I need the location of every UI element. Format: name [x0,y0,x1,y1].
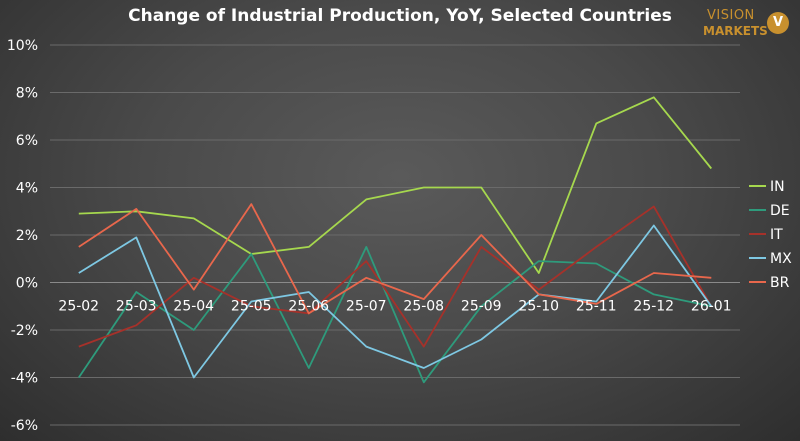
series-line-it [78,205,713,348]
brand-name-line1: VISION [707,8,755,23]
y-axis: 10% 8% 6% 4% 2% 0% -2% -4% -6% [7,38,38,434]
series-line-mx [78,224,713,379]
y-tick-label: 2% [16,228,38,244]
x-tick-label: 25-06 [288,299,329,315]
legend-label: DE [770,203,790,219]
legend-item-mx: MX [749,251,792,267]
legend-label: IT [770,227,783,243]
y-tick-label: 0% [16,276,38,292]
x-tick-label: 25-09 [461,299,502,315]
x-tick-label: 25-04 [173,299,214,315]
y-tick-label: 6% [16,133,38,149]
x-tick-label: 25-10 [518,299,559,315]
x-tick-label: 25-12 [633,299,674,315]
grid-layer [50,44,740,426]
legend-label: MX [770,251,792,267]
brand-badge-icon: V [767,12,789,34]
x-tick-label: 25-02 [58,299,99,315]
legend-label: IN [770,179,785,195]
x-tick-label: 25-03 [116,299,157,315]
y-tick-label: 10% [7,38,38,54]
x-tick-label: 25-11 [576,299,617,315]
y-tick-label: -4% [11,371,38,387]
brand-logo: VISION MARKETS V [703,6,795,40]
legend-item-it: IT [749,227,783,243]
y-tick-label: -6% [11,418,38,434]
series-layer [78,96,713,384]
y-tick-label: -2% [11,323,38,339]
brand-name-line2: MARKETS [703,24,768,38]
chart-title: Change of Industrial Production, YoY, Se… [128,6,672,26]
x-axis: 25-02 25-03 25-04 25-05 25-06 25-07 25-08 25-09… [58,299,731,315]
x-tick-label: 25-07 [346,299,387,315]
legend-item-in: IN [749,179,785,195]
x-tick-label: 25-05 [231,299,272,315]
series-line-br [78,203,712,315]
legend-item-br: BR [749,275,790,291]
series-line-de [78,245,712,384]
y-tick-label: 8% [16,86,38,102]
y-tick-label: 4% [16,181,38,197]
x-tick-label: 26-01 [691,299,732,315]
series-line-in [78,96,713,274]
legend-item-de: DE [749,203,790,219]
legend: IN DE IT MX BR [749,179,792,291]
legend-label: BR [770,275,790,291]
x-tick-label: 25-08 [403,299,444,315]
